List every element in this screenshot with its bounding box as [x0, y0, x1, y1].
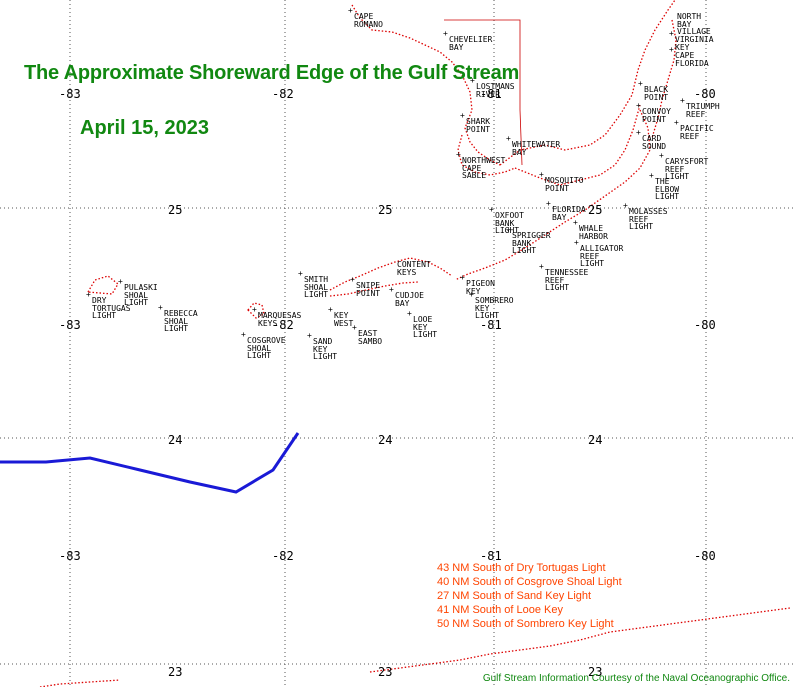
place-label: LOOE KEY LIGHT	[407, 310, 437, 339]
place-label: COSGROVE SHOAL LIGHT	[241, 331, 285, 360]
lon-label: -80	[694, 549, 716, 563]
lon-label: -81	[480, 318, 502, 332]
distance-note: 41 NM South of Looe Key	[437, 604, 563, 616]
dry-tortugas-outline	[86, 275, 119, 295]
coastline	[39, 0, 791, 687]
map-date: April 15, 2023	[80, 117, 209, 139]
place-label: SHARK POINT	[460, 112, 490, 133]
place-label: TENNESSEE REEF LIGHT	[539, 263, 588, 292]
place-label: PACIFIC REEF	[674, 119, 714, 140]
place-label: CARYSFORT REEF LIGHT	[659, 152, 708, 181]
lat-label: 24	[588, 433, 603, 447]
lon-label: -83	[59, 87, 81, 101]
place-label: CONVOY POINT	[636, 102, 671, 123]
map-title: The Approximate Shoreward Edge of the Gu…	[24, 62, 520, 84]
lat-label: 24	[378, 433, 393, 447]
data-credit: Gulf Stream Information Courtesy of the …	[482, 673, 790, 684]
place-label: MOSQUITO POINT	[539, 171, 583, 192]
distance-note: 40 NM South of Cosgrove Shoal Light	[437, 576, 622, 588]
lon-label: -81	[480, 549, 502, 563]
place-label: CONTENT KEYS	[397, 260, 431, 277]
lat-label: 23	[588, 665, 603, 679]
place-label: CUDJOE BAY	[389, 286, 424, 307]
place-label: NORTH BAY VILLAGE	[677, 12, 711, 36]
place-label: SNIPE POINT	[350, 276, 380, 297]
place-label: TRIUMPH REEF	[680, 97, 720, 118]
place-label: MOLASSES REEF LIGHT	[623, 202, 667, 231]
place-label: SOMBRERO KEY LIGHT	[469, 291, 513, 320]
place-label: ALLIGATOR REEF LIGHT	[574, 239, 623, 268]
place-label: SPRIGGER BANK LIGHT	[506, 226, 550, 255]
lon-label: -83	[59, 549, 81, 563]
place-label: KEY WEST	[328, 306, 353, 327]
cuba-coast	[369, 607, 791, 673]
place-label: CARD SOUND	[636, 129, 666, 150]
place-label: EAST SAMBO	[352, 324, 382, 345]
place-label: THE ELBOW LIGHT	[649, 172, 679, 201]
place-label: SAND KEY LIGHT	[307, 332, 337, 361]
lon-label: -83	[59, 318, 81, 332]
place-label: NORTHWEST CAPE SABLE	[456, 151, 505, 180]
place-label: REBECCA SHOAL LIGHT	[158, 304, 198, 333]
lat-label: 23	[378, 665, 393, 679]
place-label: DRY TORTUGAS LIGHT	[86, 291, 130, 320]
place-label: BLACK POINT	[638, 80, 668, 101]
place-label: WHITEWATER BAY	[506, 135, 560, 156]
lon-label: -80	[694, 318, 716, 332]
place-label: FLORIDA BAY	[546, 200, 586, 221]
gulf-coast-outline	[351, 4, 501, 166]
place-label: SMITH SHOAL LIGHT	[298, 270, 328, 299]
lat-label: 25	[168, 203, 183, 217]
distance-note: 50 NM South of Sombrero Key Light	[437, 618, 614, 630]
lat-label: 23	[168, 665, 183, 679]
place-label: WHALE HARBOR	[573, 219, 608, 240]
distance-note: 27 NM South of Sand Key Light	[437, 590, 592, 602]
place-label: PULASKI SHOAL LIGHT	[118, 278, 158, 307]
lon-label: -82	[272, 549, 294, 563]
lat-label: 25	[588, 203, 603, 217]
lat-label: 24	[168, 433, 183, 447]
county-boundary	[444, 19, 523, 166]
lon-label: -80	[694, 87, 716, 101]
place-label: CAPE FLORIDA	[669, 46, 709, 67]
place-label: LOSTMANS RIVER	[470, 77, 514, 98]
lat-label: 25	[378, 203, 393, 217]
place-label: CHEVELIER BAY	[443, 30, 492, 51]
cuba-coast-west	[39, 679, 121, 687]
lon-label: -82	[272, 87, 294, 101]
place-label: CAPE ROMANO	[348, 7, 383, 28]
distance-note: 43 NM South of Dry Tortugas Light	[437, 562, 606, 574]
gulf-stream-edge-line	[0, 432, 300, 494]
place-label: VIRGINIA KEY	[669, 30, 713, 51]
place-label: MARQUESAS KEYS	[252, 306, 301, 327]
